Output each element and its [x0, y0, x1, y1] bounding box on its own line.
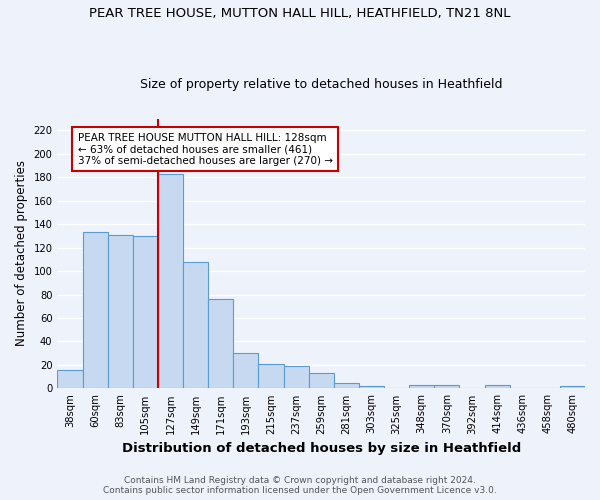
Text: Contains HM Land Registry data © Crown copyright and database right 2024.
Contai: Contains HM Land Registry data © Crown c…: [103, 476, 497, 495]
Bar: [233, 353, 259, 388]
Bar: [284, 366, 308, 388]
Bar: [133, 236, 158, 388]
Bar: [107, 234, 133, 388]
Bar: [158, 174, 183, 388]
X-axis label: Distribution of detached houses by size in Heathfield: Distribution of detached houses by size …: [122, 442, 521, 455]
Bar: [259, 364, 284, 388]
Bar: [359, 386, 384, 388]
Bar: [485, 385, 509, 388]
Y-axis label: Number of detached properties: Number of detached properties: [15, 160, 28, 346]
Bar: [308, 373, 334, 388]
Text: PEAR TREE HOUSE, MUTTON HALL HILL, HEATHFIELD, TN21 8NL: PEAR TREE HOUSE, MUTTON HALL HILL, HEATH…: [89, 8, 511, 20]
Bar: [334, 382, 359, 388]
Bar: [58, 370, 83, 388]
Text: PEAR TREE HOUSE MUTTON HALL HILL: 128sqm
← 63% of detached houses are smaller (4: PEAR TREE HOUSE MUTTON HALL HILL: 128sqm…: [77, 132, 332, 166]
Title: Size of property relative to detached houses in Heathfield: Size of property relative to detached ho…: [140, 78, 502, 91]
Bar: [208, 300, 233, 388]
Bar: [83, 232, 107, 388]
Bar: [409, 385, 434, 388]
Bar: [560, 386, 585, 388]
Bar: [434, 385, 460, 388]
Bar: [183, 262, 208, 388]
